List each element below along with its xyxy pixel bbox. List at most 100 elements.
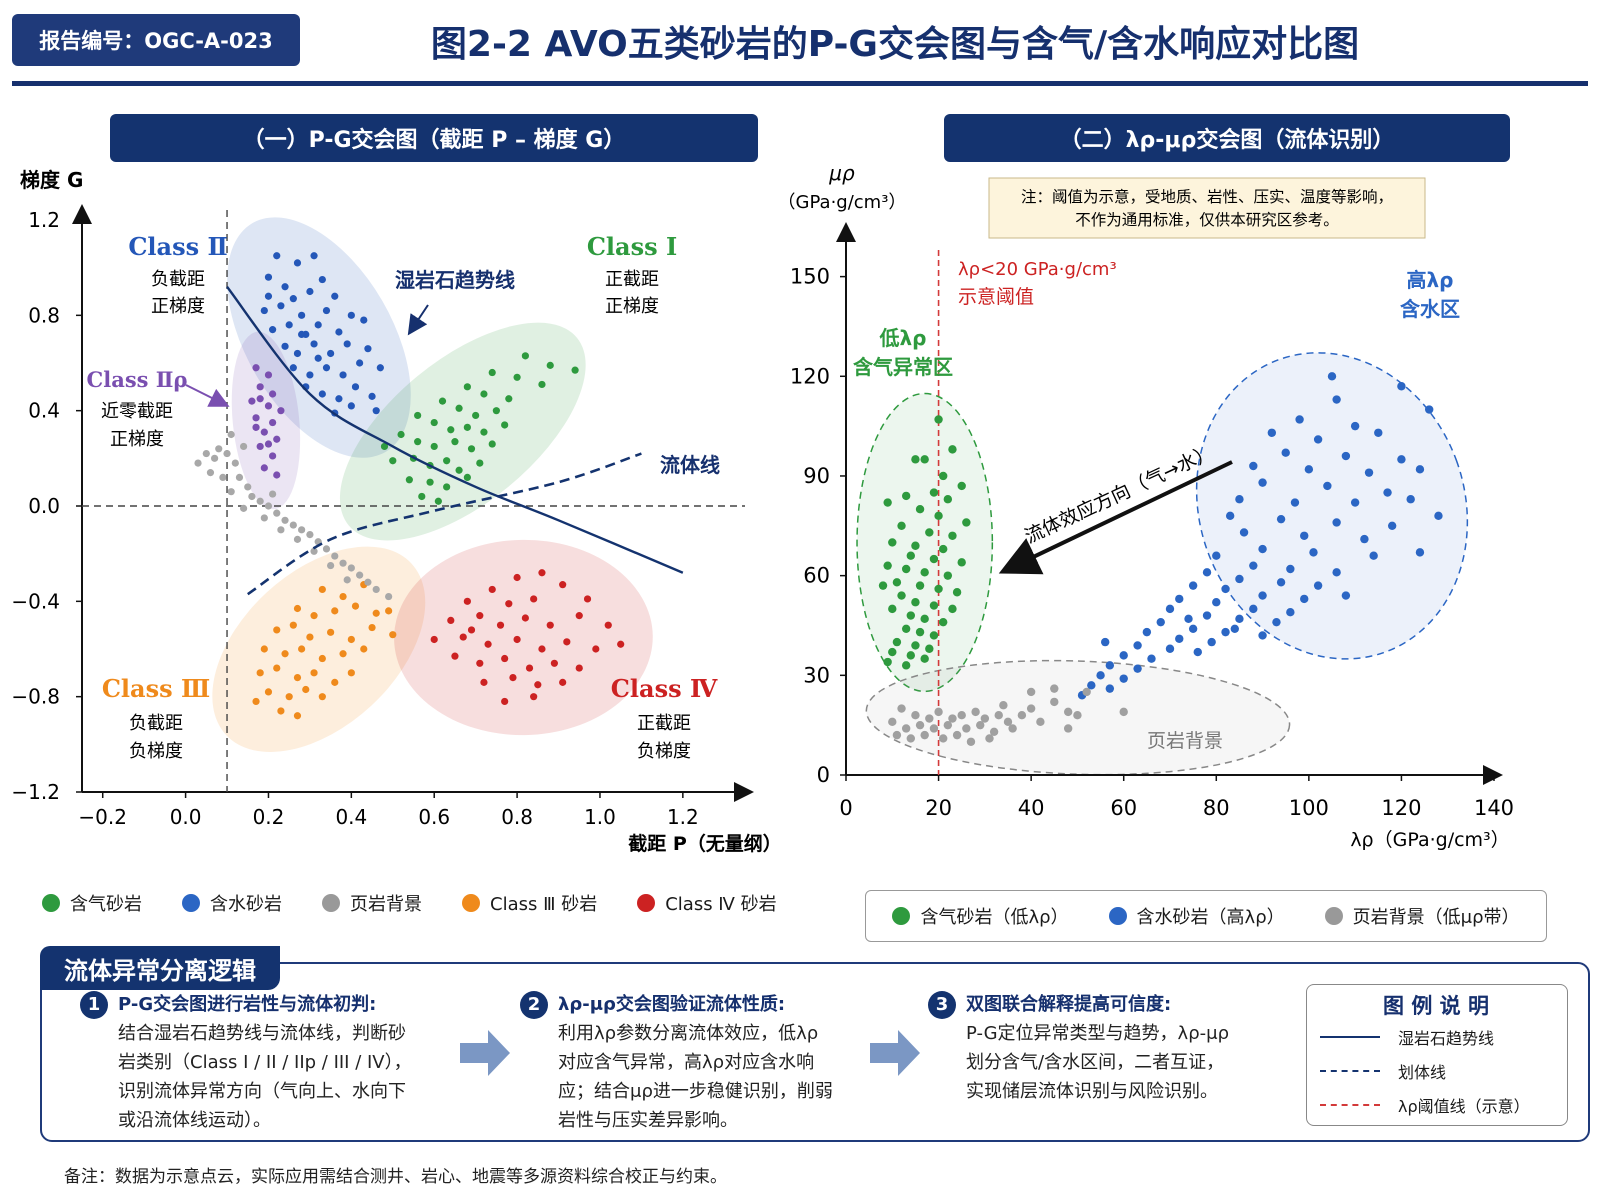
pg-data-point [260, 428, 268, 436]
lm-data-point [1258, 478, 1267, 487]
page-title: 图2-2 AVO五类砂岩的P-G交会图与含气/含水响应对比图 [430, 24, 1360, 65]
right-legend: 含气砂岩（低λρ） 含水砂岩（高λρ） 页岩背景（低μρ带） [865, 890, 1547, 942]
pg-data-point [559, 678, 567, 686]
lm-data-point [952, 730, 962, 740]
pg-data-point [273, 509, 281, 517]
pg-data-point [459, 633, 467, 641]
class-cloud-region [227, 217, 411, 458]
pg-data-point [455, 466, 463, 474]
pg-data-point [314, 321, 322, 329]
pg-data-point [322, 364, 331, 372]
fluid-logic-panel [40, 962, 1590, 1142]
lm-data-point [906, 651, 915, 660]
pg-data-point [496, 621, 505, 629]
pg-data-point [331, 292, 339, 300]
left-legend: 含气砂岩 含水砂岩 页岩背景 Class Ⅲ 砂岩 Class Ⅳ 砂岩 [42, 888, 832, 918]
lm-data-point [1105, 684, 1115, 693]
line-legend-box [1306, 984, 1568, 1126]
wet-trend-label: 湿岩石趋势线 [395, 268, 515, 292]
step-number: 2 [520, 990, 548, 1019]
step-title: 双图联合解释提高可信度: [966, 994, 1172, 1015]
class-3-desc1: 负截距 [129, 713, 183, 734]
lm-data-point [1272, 617, 1281, 627]
pg-data-point [521, 614, 529, 622]
pg-data-point [211, 454, 219, 462]
lm-data-point [1119, 707, 1128, 717]
pg-data-point [488, 440, 496, 448]
lm-data-point [999, 701, 1008, 710]
pg-data-point [534, 681, 542, 689]
pg-data-point [264, 440, 273, 448]
pg-data-point [306, 633, 314, 641]
pg-data-point [256, 383, 264, 391]
lm-data-point [1434, 511, 1443, 521]
legend-label: Class Ⅲ 砂岩 [490, 894, 598, 915]
pg-data-point [389, 631, 397, 639]
lm-data-point [915, 627, 925, 637]
pg-data-point [455, 404, 463, 412]
lm-data-point [939, 544, 948, 554]
pg-data-point [480, 678, 488, 686]
lm-data-point [1425, 405, 1434, 414]
pg-data-point [322, 545, 331, 553]
class-4-label: Class Ⅳ [611, 674, 718, 703]
report-id-badge: 报告编号：OGC-A-023 [12, 14, 300, 66]
lm-data-point [934, 511, 943, 521]
pg-data-point [488, 368, 496, 377]
pg-data-point [252, 364, 260, 372]
fluid-line-label: 流体线 [660, 453, 720, 477]
lm-data-point [957, 710, 966, 720]
pg-data-point [418, 492, 426, 501]
lm-data-point [1239, 528, 1249, 537]
lm-data-point [920, 730, 929, 740]
lm-data-point [962, 724, 971, 733]
lm-data-point [943, 495, 953, 504]
lm-data-point [901, 491, 911, 501]
fluid-line [247, 452, 642, 596]
pg-data-point [269, 326, 277, 334]
pg-data-point [310, 669, 318, 677]
step-line: 利用λρ参数分离流体效应，低λρ [558, 1023, 819, 1044]
class-2p-arrow [185, 384, 230, 407]
legend-swatch [1324, 907, 1343, 925]
class-4-desc2: 负梯度 [637, 741, 691, 762]
pg-data-point [269, 490, 277, 498]
pg-data-point [347, 402, 355, 410]
lm-data-point [957, 481, 966, 491]
pg-y-tick-label: 0.0 [28, 494, 60, 518]
pg-data-point [347, 669, 355, 677]
pg-data-point [476, 612, 484, 620]
legend-label: 页岩背景 [350, 894, 422, 915]
lm-data-point [892, 637, 902, 647]
pg-data-point [347, 564, 355, 572]
lm-data-point [1249, 461, 1258, 471]
pg-data-point [447, 426, 455, 434]
lm-data-point [1202, 568, 1212, 577]
lm-data-point [1258, 591, 1267, 600]
lm-x-tick-label: 40 [1018, 796, 1045, 820]
pg-data-point [314, 354, 322, 362]
lm-data-point [1050, 684, 1059, 693]
pg-data-point [451, 652, 459, 660]
pg-x-tick-label: −0.2 [78, 805, 127, 829]
step-line: P-G定位异常类型与趋势，λρ-μρ [966, 1023, 1230, 1044]
class-2p-desc1: 近零截距 [101, 401, 173, 422]
pg-data-point [443, 457, 451, 465]
pg-data-point [364, 345, 372, 353]
lm-data-point [1087, 681, 1096, 690]
legend-item-class3: Class Ⅲ 砂岩 [462, 890, 597, 916]
pg-data-point [372, 407, 380, 415]
pg-data-point [264, 688, 273, 696]
lm-data-point [1415, 548, 1425, 557]
lm-y-axis-unit: （GPa·g/cm³） [778, 192, 907, 213]
lm-data-point [1212, 551, 1221, 560]
pg-data-point [356, 359, 364, 367]
pg-data-point [331, 552, 339, 560]
pg-data-point [223, 449, 231, 458]
line-legend-swatch [1320, 1070, 1380, 1072]
lm-data-point [888, 717, 897, 727]
class-2p-desc2: 正梯度 [110, 429, 164, 450]
pg-data-point [293, 535, 302, 543]
pg-data-point [264, 502, 273, 510]
lm-data-point [948, 604, 957, 614]
